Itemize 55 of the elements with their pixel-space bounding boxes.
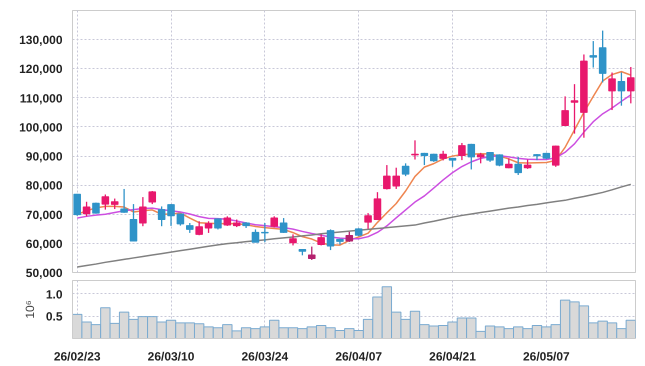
x-tick-label: 26/04/21 [429,350,476,364]
line-series [76,184,632,268]
y-tick-label: 110,000 [20,91,63,106]
x-tick-label: 26/03/10 [148,350,195,364]
candlestick [552,144,560,168]
y-axis-title: 10⁶ [22,300,37,319]
y-tick-label: 90,000 [26,150,63,164]
candlestick [439,150,447,162]
candlestick [383,164,391,190]
candlestick [402,162,410,177]
y-tick-label: 70,000 [26,208,63,222]
candlestick [411,140,419,160]
y-tick-label: 130,000 [19,33,63,48]
y-tick-label: 100,000 [19,120,63,134]
candlestick [524,158,532,170]
candlestick [195,220,203,236]
candlestick [589,40,598,68]
x-tick-label: 26/05/07 [523,350,570,364]
candlestick [139,196,147,227]
candlestick [224,216,232,227]
candlestick [420,152,428,166]
candlestick [308,246,316,261]
candlestick [346,231,354,243]
x-tick-label: 26/03/24 [242,350,289,364]
candlestick [82,201,90,217]
y-tick-label: 80,000 [26,178,63,193]
candlestick [110,198,119,210]
y-tick-label: 120,000 [19,62,63,76]
candlestick [130,203,138,242]
candlestick [289,234,297,246]
candlestick [204,220,212,234]
candlestick [476,152,484,164]
candlestick [102,194,110,210]
candlestick [468,143,476,170]
candlestick [505,158,513,169]
candlestick [270,216,278,228]
candlestick [458,142,466,161]
candlestick [148,190,156,205]
candlestick [280,217,288,234]
candlestick [186,222,194,234]
candlestick [73,193,81,216]
candlestick [514,156,522,176]
candlestick [627,66,635,104]
x-tick-label: 26/02/23 [54,350,101,364]
x-tick-label: 26/04/07 [335,350,382,364]
candlestick [392,167,400,190]
candlestick [618,72,626,106]
y-tick-label: 50,000 [26,266,63,280]
candlestick [317,234,325,246]
candlestick [608,72,616,111]
candlestick [561,96,569,127]
candlestick [120,188,128,214]
y-tick-label: 1.0 [46,287,63,302]
y-tick-label: 60,000 [26,236,63,251]
y-tick-label: 0.5 [46,310,63,324]
